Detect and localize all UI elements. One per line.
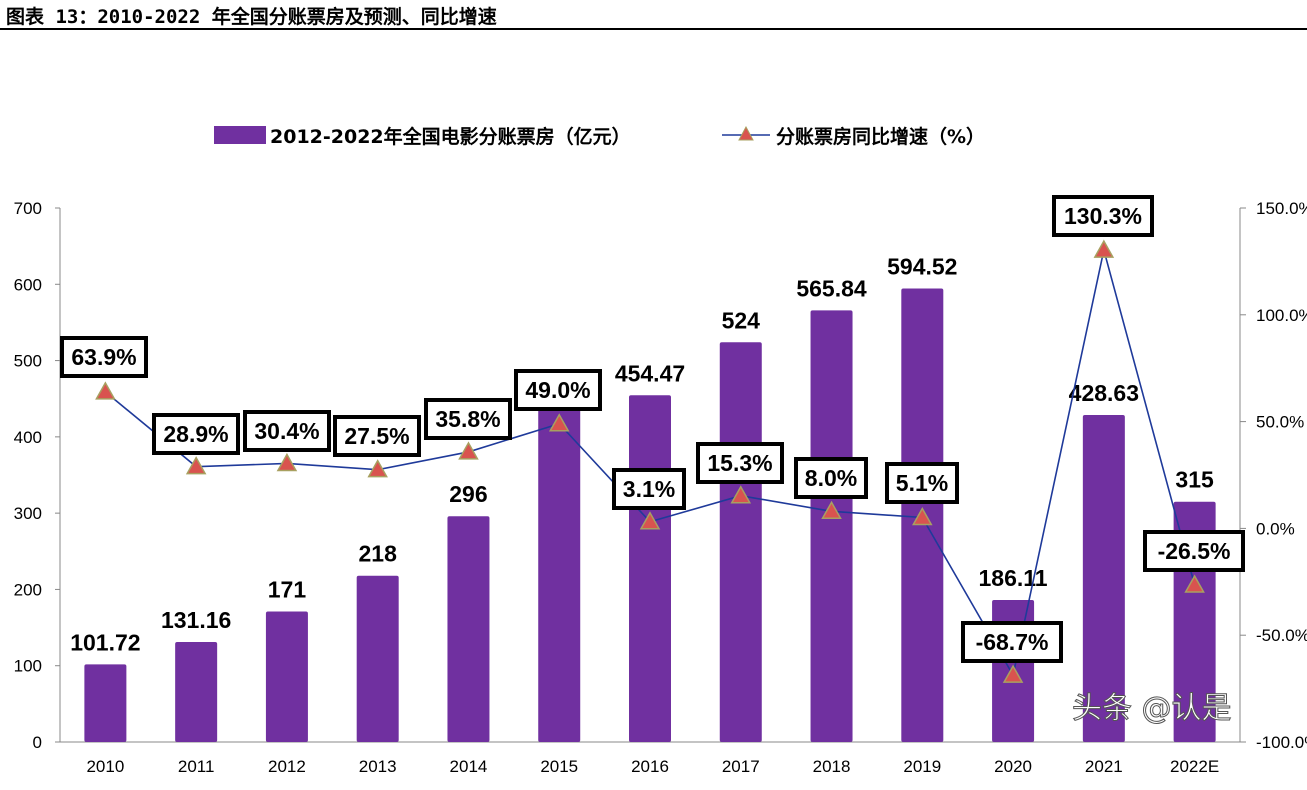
right-tick-label: 150.0% (1256, 199, 1307, 218)
bar (84, 664, 127, 742)
bar (356, 575, 399, 742)
growth-value-label: 30.4% (254, 418, 319, 444)
right-tick-label: 0.0% (1256, 519, 1295, 538)
x-tick-label: 2010 (86, 757, 124, 776)
triangle-marker (458, 441, 479, 460)
growth-label-box (1052, 195, 1154, 237)
bar (810, 310, 853, 742)
x-tick-label: 2015 (540, 757, 578, 776)
left-tick-label: 400 (14, 428, 42, 447)
right-tick-label: 50.0% (1256, 413, 1304, 432)
left-tick-label: 200 (14, 580, 42, 599)
triangle-marker (1002, 664, 1024, 683)
watermark: 头条 @认是 (1072, 691, 1232, 726)
growth-label-box (612, 468, 686, 510)
growth-label-box (333, 415, 421, 457)
triangle-marker (821, 500, 842, 520)
growth-value-label: -68.7% (976, 629, 1049, 655)
x-tick-label: 2012 (268, 757, 306, 776)
triangle-marker (95, 381, 116, 400)
bar-value-label: 594.52 (887, 253, 957, 279)
growth-label-box (885, 462, 959, 504)
x-tick-label: 2020 (994, 757, 1032, 776)
right-tick-label: -50.0% (1256, 626, 1307, 645)
x-tick-label: 2021 (1085, 757, 1123, 776)
bar-value-label: 315 (1175, 467, 1214, 493)
growth-value-label: 49.0% (525, 377, 590, 403)
triangle-marker (912, 506, 933, 526)
growth-label-box (794, 457, 868, 499)
growth-value-label: 15.3% (707, 450, 772, 476)
legend-bar-label: 2012-2022年全国电影分账票房（亿元） (270, 125, 631, 148)
triangle-marker (1184, 574, 1205, 593)
right-tick-label: -100.0% (1256, 733, 1307, 752)
x-tick-label: 2016 (631, 757, 669, 776)
x-tick-label: 2018 (813, 757, 851, 776)
bar-value-label: 565.84 (796, 275, 867, 301)
legend-triangle-icon (738, 125, 754, 141)
legend-bar-swatch (214, 126, 266, 144)
growth-value-label: 8.0% (805, 465, 857, 491)
growth-value-label: 28.9% (163, 421, 228, 447)
bar (629, 395, 671, 742)
bar (447, 516, 490, 742)
bar-value-label: 131.16 (161, 607, 231, 633)
growth-label-box (243, 410, 331, 452)
growth-label-box (424, 398, 512, 440)
triangle-marker (185, 456, 207, 475)
x-tick-label: 2022E (1170, 757, 1219, 776)
growth-label-box (152, 413, 240, 455)
left-tick-label: 100 (14, 657, 42, 676)
growth-value-label: 63.9% (71, 344, 136, 370)
left-tick-label: 0 (33, 733, 42, 752)
growth-value-label: 130.3% (1064, 203, 1142, 229)
growth-value-label: 5.1% (896, 470, 948, 496)
bar-value-label: 524 (722, 307, 761, 333)
x-tick-label: 2019 (903, 757, 941, 776)
bar-value-label: 186.11 (979, 565, 1048, 591)
bar (538, 406, 581, 742)
bar-value-label: 171 (268, 577, 307, 603)
x-tick-label: 2014 (450, 757, 488, 776)
bar-value-label: 218 (359, 541, 398, 567)
bar-value-label: 428.63 (1069, 380, 1139, 406)
right-tick-label: 100.0% (1256, 306, 1307, 325)
x-tick-label: 2011 (178, 757, 215, 776)
x-tick-label: 2017 (722, 757, 760, 776)
growth-label-box (1143, 530, 1245, 572)
bar (719, 342, 762, 742)
left-tick-label: 500 (14, 352, 42, 371)
bar-value-label: 101.72 (70, 629, 140, 655)
left-tick-label: 600 (14, 275, 42, 294)
bar (175, 641, 218, 742)
growth-value-label: 3.1% (623, 476, 675, 502)
triangle-marker (276, 452, 298, 472)
figure-title: 图表 13：2010-2022 年全国分账票房及预测、同比增速 (6, 6, 497, 28)
legend-line-label: 分账票房同比增速（%） (776, 125, 985, 148)
growth-label-box (514, 369, 602, 411)
growth-value-label: -26.5% (1158, 538, 1231, 564)
title-divider (0, 28, 1307, 30)
growth-value-label: 27.5% (344, 423, 409, 449)
growth-label-box (961, 621, 1063, 663)
triangle-marker (730, 485, 752, 504)
triangle-marker (548, 413, 570, 432)
triangle-marker (1093, 239, 1115, 258)
growth-value-label: 35.8% (435, 406, 500, 432)
triangle-marker (639, 511, 661, 530)
bar (1082, 415, 1125, 742)
left-tick-label: 700 (14, 199, 42, 218)
bar-value-label: 454.47 (615, 360, 685, 386)
growth-label-box (696, 442, 784, 484)
x-tick-label: 2013 (359, 757, 397, 776)
left-tick-label: 300 (14, 504, 42, 523)
bar (265, 611, 308, 742)
growth-label-box (60, 336, 148, 378)
triangle-marker (367, 459, 388, 478)
bar-value-label: 296 (449, 481, 487, 507)
